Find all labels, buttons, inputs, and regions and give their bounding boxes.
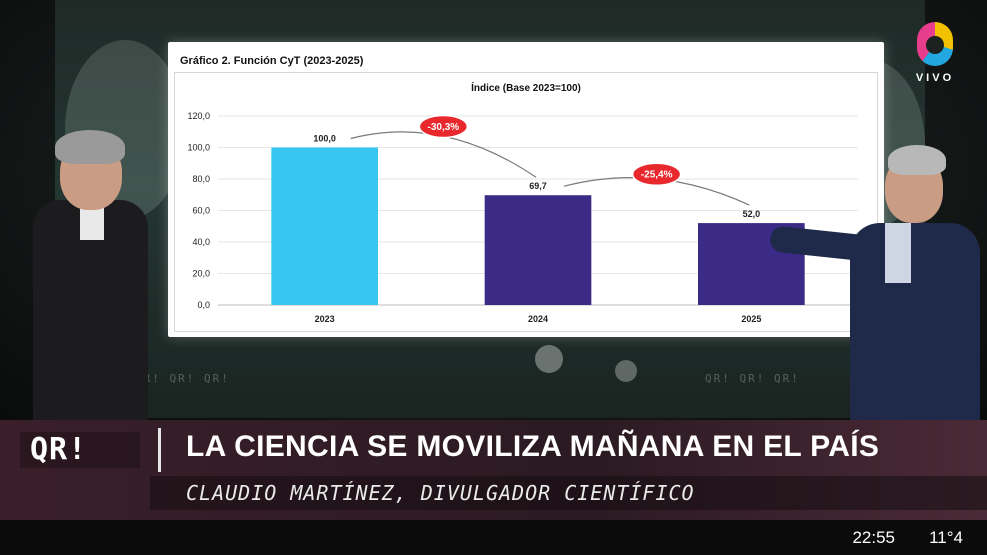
chart-title: Gráfico 2. Función CyT (2023-2025) (180, 55, 364, 67)
presenter-right (768, 145, 985, 420)
program-logo-box (20, 432, 140, 468)
y-tick-label: 60,0 (192, 206, 210, 216)
chart-screen: Gráfico 2. Función CyT (2023-2025) Índic… (168, 42, 884, 337)
bar-chart: 0,0 20,0 40,0 60,0 80,0 100,0 120,0 100,0 2023 69… (187, 111, 858, 324)
x-tick-label: 2023 (315, 314, 335, 324)
temperature: 11°4 (929, 528, 963, 547)
clock: 22:55 (852, 528, 895, 547)
y-tick-label: 40,0 (192, 237, 210, 247)
change-connector (350, 131, 537, 178)
wall-deco-text: QR! QR! QR! (135, 372, 230, 385)
program-logo: QR! (30, 432, 88, 467)
lower-third: QR! LA CIENCIA SE MOVILIZA MAÑANA EN EL … (0, 420, 987, 520)
change-badge (631, 162, 682, 186)
chart-subtitle: Índice (Base 2023=100) (471, 83, 581, 94)
wall-deco-text: QR! QR! QR! (705, 372, 800, 385)
guest-name: CLAUDIO MARTÍNEZ, DIVULGADOR CIENTÍFICO (186, 481, 695, 505)
bar-2023 (271, 147, 378, 305)
presenter-right-hair (888, 145, 946, 175)
bar-2024 (484, 195, 592, 305)
presenter-left (25, 130, 165, 420)
plot-frame (174, 72, 878, 332)
presenter-left-hair (55, 130, 125, 164)
y-tick-label: 20,0 (192, 269, 210, 279)
change-label: -30,3% (427, 122, 459, 133)
channel-logo: VIVO (905, 22, 965, 92)
x-tick-label: 2025 (741, 314, 761, 324)
y-tick-label: 80,0 (192, 174, 210, 184)
data-label: 52,0 (743, 209, 761, 219)
change-label: -25,4% (641, 170, 673, 181)
wall-bokeh (535, 345, 563, 373)
change-badge (418, 114, 469, 139)
wall-bokeh (615, 360, 637, 382)
studio-background: QR! QR! QR! QR! QR! QR! VIVO Gráfico 2. … (0, 0, 987, 420)
data-label: 69,7 (529, 181, 547, 191)
bottom-info-bar: 22:55 11°4 (0, 520, 987, 555)
data-label: 100,0 (313, 134, 336, 144)
headline: LA CIENCIA SE MOVILIZA MAÑANA EN EL PAÍS (186, 430, 880, 463)
channel-logo-icon (917, 22, 953, 66)
x-tick-label: 2024 (528, 314, 548, 324)
subtitle-band (150, 476, 987, 510)
channel-logo-text: VIVO (915, 72, 955, 84)
lower-third-divider (158, 428, 161, 472)
y-tick-label: 100,0 (187, 143, 210, 153)
y-tick-label: 120,0 (187, 111, 210, 121)
presenter-right-shirt (885, 223, 911, 283)
y-tick-label: 0,0 (197, 300, 210, 310)
